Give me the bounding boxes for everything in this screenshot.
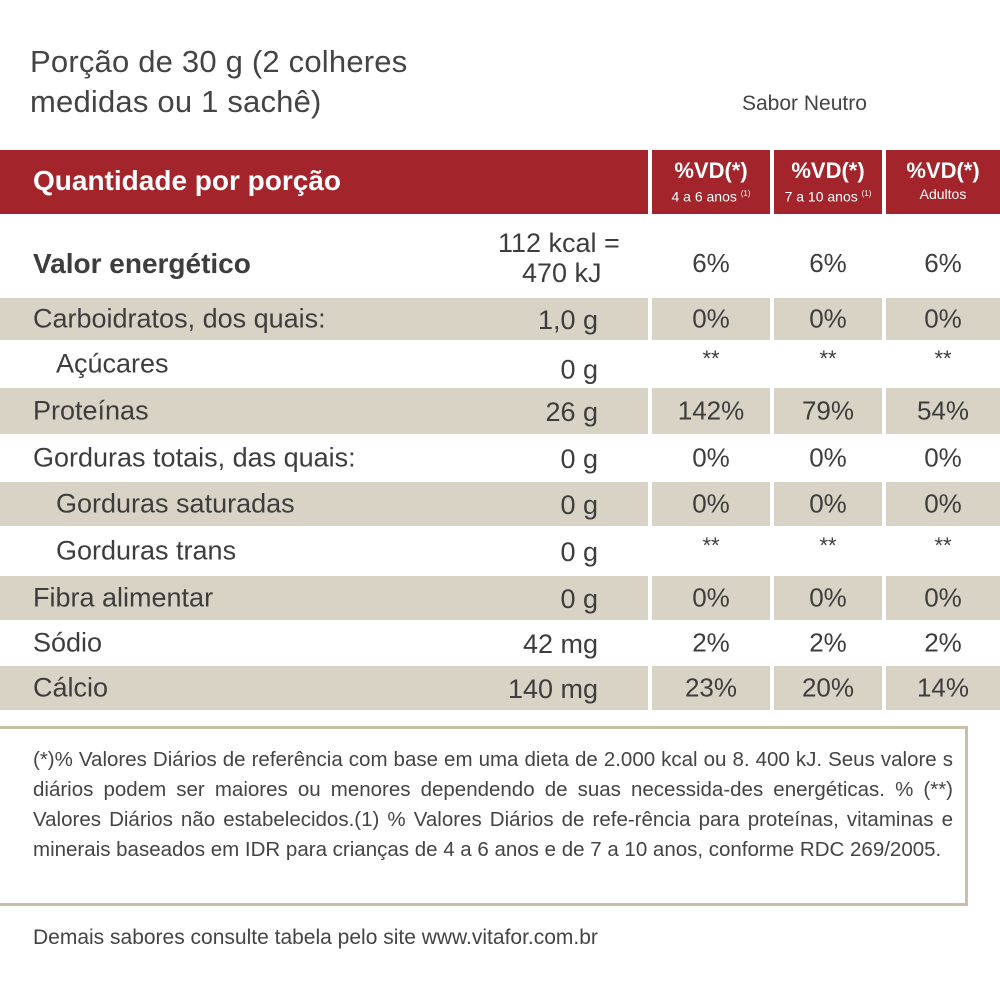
header-col-4-6: %VD(*) 4 a 6 anos (1) bbox=[652, 150, 770, 214]
row-vd-7-10: 0% bbox=[809, 488, 847, 519]
serving-line-1: Porção de 30 g (2 colheres bbox=[30, 44, 408, 79]
row-vd-4-6: 0% bbox=[692, 582, 730, 613]
row-amount: 140 mg bbox=[507, 674, 598, 705]
row-vd-adults: 54% bbox=[916, 395, 970, 426]
row-label: Açúcares bbox=[56, 348, 169, 379]
header-col3-vd: %VD(*) bbox=[906, 158, 980, 183]
energy-amount-kj: 470 kJ bbox=[522, 258, 602, 288]
header-title: Quantidade por porção bbox=[33, 165, 342, 196]
row-label: Fibra alimentar bbox=[33, 582, 214, 613]
row-vd-adults: 2% bbox=[924, 627, 962, 658]
table-row: Gorduras totais, das quais: 0 g 0% 0% 0% bbox=[0, 434, 1000, 482]
row-vd-7-10: 2% bbox=[809, 627, 847, 658]
energy-vd-7-10: 6% bbox=[809, 248, 847, 278]
row-amount: 0 g bbox=[560, 354, 598, 385]
table-row: Gorduras trans 0 g ** ** ** bbox=[0, 526, 1000, 576]
row-label: Gorduras trans bbox=[56, 535, 237, 566]
row-label: Cálcio bbox=[33, 672, 109, 703]
table-row: Carboidratos, dos quais: 1,0 g 0% 0% 0% bbox=[0, 298, 1000, 340]
row-vd-adults: ** bbox=[934, 345, 952, 371]
table-row: Açúcares 0 g ** ** ** bbox=[0, 340, 1000, 388]
header-col-7-10: %VD(*) 7 a 10 anos (1) bbox=[774, 150, 882, 214]
row-amount: 0 g bbox=[560, 584, 598, 615]
energy-amount-kcal: 112 kcal = bbox=[498, 228, 620, 258]
row-label: Carboidratos, dos quais: bbox=[33, 303, 326, 334]
header-col2-sub: 7 a 10 anos bbox=[784, 188, 858, 205]
energy-row: Valor energético 6% 6% 6% bbox=[0, 214, 1000, 298]
row-amount: 26 g bbox=[545, 397, 598, 428]
row-vd-7-10: 79% bbox=[801, 395, 855, 426]
header-col1-sup: (1) bbox=[740, 189, 751, 198]
serving-size: Porção de 30 g (2 colheres medidas ou 1 … bbox=[30, 42, 407, 122]
row-vd-7-10: 20% bbox=[801, 672, 855, 703]
row-vd-4-6: 0% bbox=[692, 442, 730, 473]
row-vd-adults: 0% bbox=[924, 488, 962, 519]
header-col1-vd: %VD(*) bbox=[674, 158, 748, 183]
row-vd-7-10: ** bbox=[819, 532, 837, 558]
row-label: Proteínas bbox=[33, 395, 149, 426]
energy-label: Valor energético bbox=[33, 248, 251, 279]
row-label: Gorduras totais, das quais: bbox=[33, 442, 356, 473]
table-row: Sódio 42 mg 2% 2% 2% bbox=[0, 620, 1000, 666]
header-title-cell: Quantidade por porção bbox=[0, 150, 648, 214]
row-label: Sódio bbox=[33, 627, 103, 658]
energy-vd-adults: 6% bbox=[924, 248, 962, 278]
row-vd-4-6: 2% bbox=[692, 627, 730, 658]
row-vd-7-10: ** bbox=[819, 345, 837, 371]
header-col3-sub: Adultos bbox=[919, 186, 967, 202]
row-label: Gorduras saturadas bbox=[56, 488, 295, 519]
table-row: Cálcio 140 mg 23% 20% 14% bbox=[0, 666, 1000, 710]
row-vd-adults: 0% bbox=[924, 582, 962, 613]
header-col2-vd: %VD(*) bbox=[791, 158, 865, 183]
header-col2-sup: (1) bbox=[861, 189, 872, 198]
header-col-adults: %VD(*) Adultos bbox=[886, 150, 1000, 214]
energy-amount: 112 kcal = 470 kJ bbox=[498, 228, 620, 288]
row-vd-adults: 14% bbox=[916, 672, 970, 703]
footnote-box: (*)% Valores Diários de referência com b… bbox=[0, 726, 968, 906]
row-amount: 42 mg bbox=[522, 629, 598, 660]
table-header: Quantidade por porção %VD(*) 4 a 6 anos … bbox=[0, 150, 1000, 214]
row-vd-4-6: 23% bbox=[684, 672, 738, 703]
bottom-note: Demais sabores consulte tabela pelo site… bbox=[33, 926, 598, 949]
row-vd-4-6: 142% bbox=[677, 395, 745, 426]
table-row: Fibra alimentar 0 g 0% 0% 0% bbox=[0, 576, 1000, 620]
row-amount: 0 g bbox=[560, 490, 598, 521]
row-vd-adults: 0% bbox=[924, 442, 962, 473]
row-vd-7-10: 0% bbox=[809, 582, 847, 613]
row-vd-4-6: ** bbox=[702, 532, 720, 558]
row-vd-7-10: 0% bbox=[809, 442, 847, 473]
header-col1-sub: 4 a 6 anos bbox=[671, 188, 737, 205]
serving-line-2: medidas ou 1 sachê) bbox=[30, 84, 322, 119]
row-vd-4-6: 0% bbox=[692, 488, 730, 519]
table-row: Gorduras saturadas 0 g 0% 0% 0% bbox=[0, 482, 1000, 526]
flavor-label: Sabor Neutro bbox=[742, 92, 867, 115]
energy-vd-4-6: 6% bbox=[692, 248, 730, 278]
row-amount: 0 g bbox=[560, 537, 598, 568]
row-vd-adults: 0% bbox=[924, 303, 962, 334]
footnote-text: (*)% Valores Diários de referência com b… bbox=[33, 748, 953, 861]
table-row: Proteínas 26 g 142% 79% 54% bbox=[0, 388, 1000, 434]
row-amount: 1,0 g bbox=[537, 305, 598, 336]
row-vd-4-6: ** bbox=[702, 345, 720, 371]
row-vd-adults: ** bbox=[934, 532, 952, 558]
row-vd-7-10: 0% bbox=[809, 303, 847, 334]
row-amount: 0 g bbox=[560, 444, 598, 475]
row-vd-4-6: 0% bbox=[692, 303, 730, 334]
